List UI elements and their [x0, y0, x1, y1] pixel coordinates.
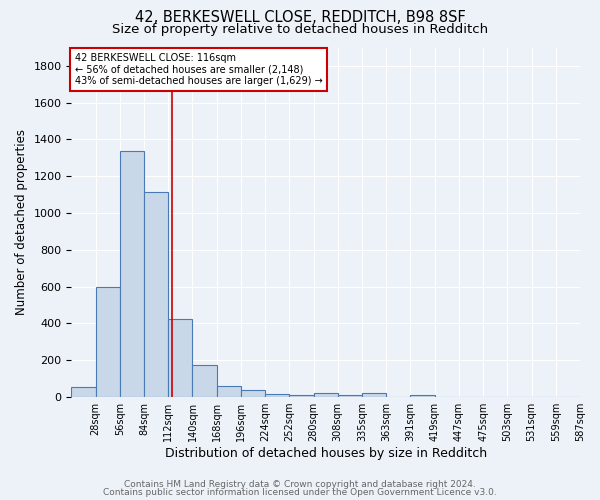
- Text: 42, BERKESWELL CLOSE, REDDITCH, B98 8SF: 42, BERKESWELL CLOSE, REDDITCH, B98 8SF: [134, 10, 466, 25]
- Bar: [217, 386, 241, 397]
- Bar: [410, 395, 434, 397]
- X-axis label: Distribution of detached houses by size in Redditch: Distribution of detached houses by size …: [164, 447, 487, 460]
- Bar: [71, 386, 95, 397]
- Bar: [193, 365, 217, 397]
- Bar: [120, 150, 144, 397]
- Text: Contains public sector information licensed under the Open Government Licence v3: Contains public sector information licen…: [103, 488, 497, 497]
- Bar: [289, 395, 314, 397]
- Bar: [95, 286, 120, 397]
- Text: 42 BERKESWELL CLOSE: 116sqm
← 56% of detached houses are smaller (2,148)
43% of : 42 BERKESWELL CLOSE: 116sqm ← 56% of det…: [75, 53, 323, 86]
- Bar: [144, 192, 168, 397]
- Bar: [362, 393, 386, 397]
- Text: Contains HM Land Registry data © Crown copyright and database right 2024.: Contains HM Land Registry data © Crown c…: [124, 480, 476, 489]
- Y-axis label: Number of detached properties: Number of detached properties: [15, 130, 28, 316]
- Bar: [314, 393, 338, 397]
- Text: Size of property relative to detached houses in Redditch: Size of property relative to detached ho…: [112, 22, 488, 36]
- Bar: [241, 390, 265, 397]
- Bar: [338, 395, 362, 397]
- Bar: [265, 394, 289, 397]
- Bar: [168, 319, 193, 397]
